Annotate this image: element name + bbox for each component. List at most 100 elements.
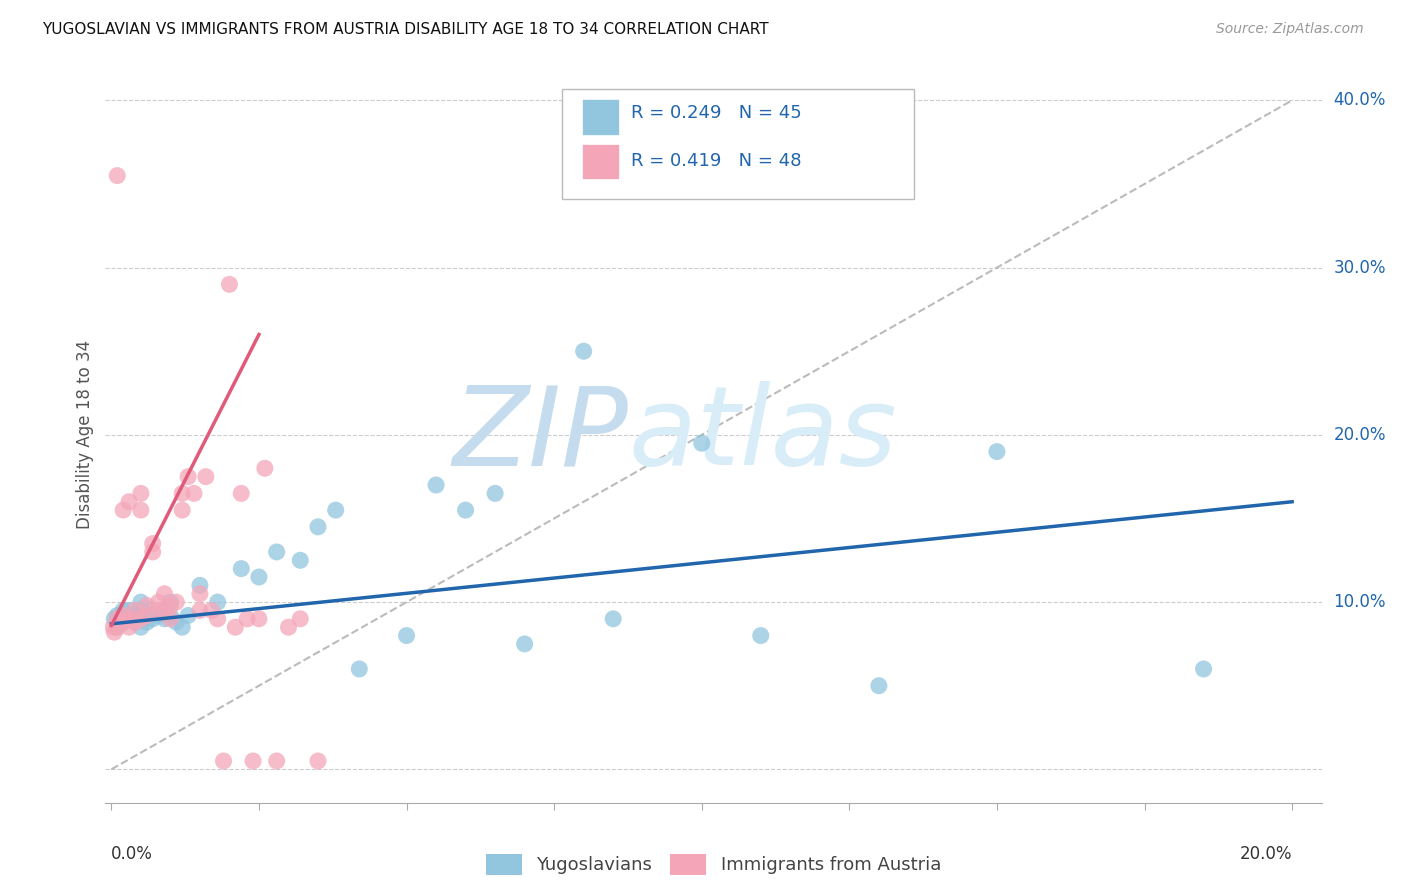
Point xyxy=(112,608,135,623)
Point xyxy=(172,620,194,634)
Point xyxy=(159,599,181,613)
Point xyxy=(207,595,229,609)
Point xyxy=(277,620,299,634)
Text: Source: ZipAtlas.com: Source: ZipAtlas.com xyxy=(1216,22,1364,37)
Point xyxy=(349,662,371,676)
Point xyxy=(142,612,165,626)
Point xyxy=(142,545,165,559)
Point xyxy=(129,612,152,626)
Point xyxy=(129,620,152,634)
Point xyxy=(395,628,418,642)
Point xyxy=(242,754,264,768)
Point xyxy=(513,637,536,651)
Point xyxy=(1192,662,1215,676)
Point xyxy=(484,486,506,500)
Point xyxy=(124,608,146,623)
Point xyxy=(118,612,141,626)
Point xyxy=(165,595,187,609)
Point xyxy=(247,570,270,584)
Point xyxy=(266,545,288,559)
Point xyxy=(103,625,125,640)
Point xyxy=(118,620,141,634)
Point xyxy=(148,603,170,617)
Point xyxy=(118,494,141,508)
Point xyxy=(118,603,141,617)
Point xyxy=(153,587,176,601)
Point xyxy=(135,608,157,623)
Point xyxy=(124,615,146,630)
Point xyxy=(266,754,288,768)
Point xyxy=(148,608,170,623)
Point xyxy=(129,486,152,500)
Text: 20.0%: 20.0% xyxy=(1240,845,1292,863)
Point xyxy=(290,612,312,626)
Point xyxy=(105,612,128,626)
Point xyxy=(148,595,170,609)
Text: R = 0.249   N = 45: R = 0.249 N = 45 xyxy=(631,104,801,122)
Text: R = 0.419   N = 48: R = 0.419 N = 48 xyxy=(631,153,801,170)
Point xyxy=(188,587,211,601)
Point xyxy=(129,595,152,609)
Point xyxy=(112,503,135,517)
Point xyxy=(159,595,181,609)
Point xyxy=(153,603,176,617)
Point xyxy=(188,603,211,617)
Point xyxy=(183,486,205,500)
Point xyxy=(159,608,181,623)
Point xyxy=(153,612,176,626)
Point xyxy=(307,754,329,768)
Text: 0.0%: 0.0% xyxy=(111,845,153,863)
Point xyxy=(194,469,217,483)
Point xyxy=(135,608,157,623)
Point xyxy=(172,503,194,517)
Text: 10.0%: 10.0% xyxy=(1333,593,1386,611)
Point xyxy=(602,612,624,626)
FancyBboxPatch shape xyxy=(582,145,619,179)
Point xyxy=(253,461,276,475)
Point xyxy=(749,628,772,642)
Point xyxy=(153,603,176,617)
Point xyxy=(188,578,211,592)
Point xyxy=(105,620,128,634)
Point xyxy=(425,478,447,492)
Point xyxy=(177,608,200,623)
Point xyxy=(124,603,146,617)
Point xyxy=(142,603,165,617)
Point xyxy=(112,603,135,617)
Point xyxy=(201,603,224,617)
Y-axis label: Disability Age 18 to 34: Disability Age 18 to 34 xyxy=(76,340,94,530)
Point xyxy=(231,562,253,576)
Point xyxy=(159,612,181,626)
Point xyxy=(105,620,128,634)
Text: 40.0%: 40.0% xyxy=(1333,91,1386,110)
Point xyxy=(101,620,124,634)
FancyBboxPatch shape xyxy=(561,89,914,200)
Point xyxy=(177,469,200,483)
Point xyxy=(454,503,477,517)
Point xyxy=(290,553,312,567)
Text: 30.0%: 30.0% xyxy=(1333,259,1386,277)
Point xyxy=(124,615,146,630)
Point xyxy=(868,679,890,693)
Point xyxy=(247,612,270,626)
Point xyxy=(129,503,152,517)
Point xyxy=(236,612,259,626)
Point xyxy=(165,615,187,630)
Text: atlas: atlas xyxy=(628,382,897,488)
Point xyxy=(218,277,240,292)
Point xyxy=(986,444,1008,458)
Point xyxy=(129,603,152,617)
Point xyxy=(307,520,329,534)
Text: 20.0%: 20.0% xyxy=(1333,425,1386,444)
Point xyxy=(135,615,157,630)
Point xyxy=(112,615,135,630)
Point xyxy=(231,486,253,500)
Point xyxy=(207,612,229,626)
Point xyxy=(105,169,128,183)
Point xyxy=(118,612,141,626)
Point xyxy=(112,615,135,630)
Legend: Yugoslavians, Immigrants from Austria: Yugoslavians, Immigrants from Austria xyxy=(478,847,949,882)
Point xyxy=(135,599,157,613)
Point xyxy=(172,486,194,500)
Point xyxy=(105,608,128,623)
